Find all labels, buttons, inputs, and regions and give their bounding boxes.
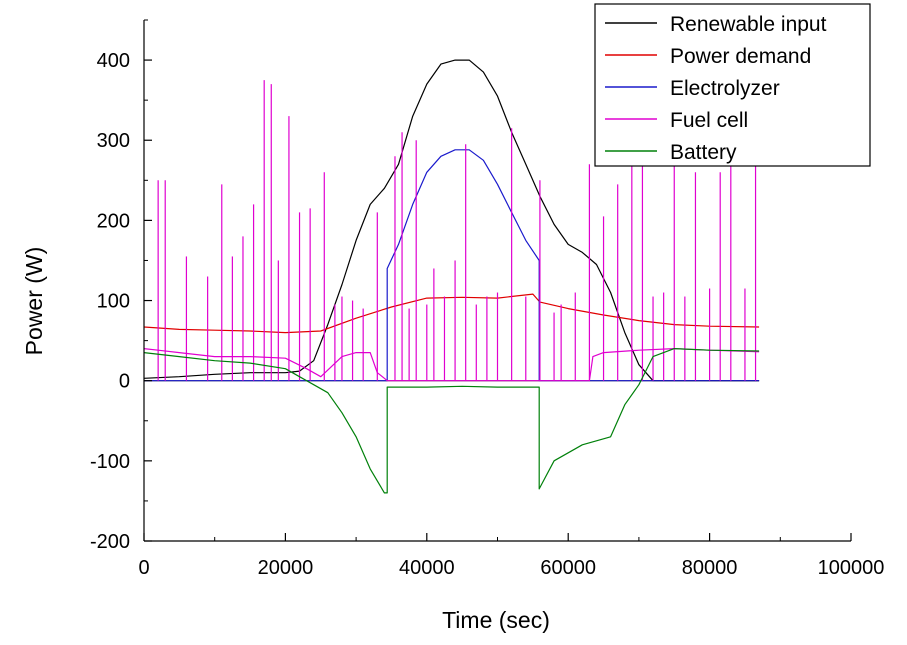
x-tick-label-3: 40000 (399, 557, 455, 579)
legend-label-2: Power demand (670, 45, 811, 68)
x-tick-label-5: 80000 (682, 557, 738, 579)
series-line-2 (143, 293, 760, 334)
legend-label-1: Renewable input (670, 13, 827, 36)
legend-box (594, 3, 871, 167)
x-tick-label-6: 100000 (818, 557, 885, 579)
x-tick-label-2: 20000 (258, 557, 314, 579)
x-tick-label-4: 60000 (540, 557, 596, 579)
x-tick-label-1: 0 (138, 557, 149, 579)
series-line-5 (143, 348, 760, 494)
series-line-4 (143, 348, 760, 382)
legend-label-3: Electrolyzer (670, 77, 780, 100)
y-tick-label-3: 0 (119, 371, 130, 393)
axes: 0 20000 40000 60000 80000 100000 -200 -100 0 100 2… (90, 19, 885, 579)
y-tick-label-2: -100 (90, 451, 130, 473)
legend-label-5: Battery (670, 141, 737, 164)
series-line-1 (143, 59, 760, 382)
legend-label-4: Fuel cell (670, 109, 748, 132)
x-axis-title: Time (sec) (442, 607, 550, 633)
series-line-3 (144, 149, 760, 382)
legend: Renewable input Power demand Electrolyzer F… (594, 3, 871, 167)
y-tick-label-1: -200 (90, 531, 130, 553)
y-tick-label-7: 400 (97, 50, 130, 72)
y-tick-label-5: 200 (97, 210, 130, 232)
y-axis-title: Power (W) (21, 247, 47, 356)
y-tick-label-4: 100 (97, 291, 130, 313)
y-tick-label-6: 300 (97, 130, 130, 152)
plot-area (143, 59, 760, 494)
